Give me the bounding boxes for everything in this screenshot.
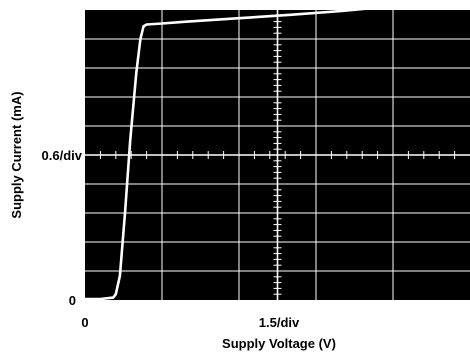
y-axis-title: Supply Current (mA) [9, 91, 24, 218]
center-ticks [85, 10, 470, 300]
y-tick-scale-label: 0.6/div [42, 148, 83, 163]
data-series-line [83, 0, 459, 301]
x-tick-origin-label: 0 [81, 315, 88, 330]
x-tick-scale-label: 1.5/div [259, 315, 300, 330]
x-axis-title: Supply Voltage (V) [222, 336, 336, 351]
y-tick-origin-label: 0 [69, 293, 76, 308]
